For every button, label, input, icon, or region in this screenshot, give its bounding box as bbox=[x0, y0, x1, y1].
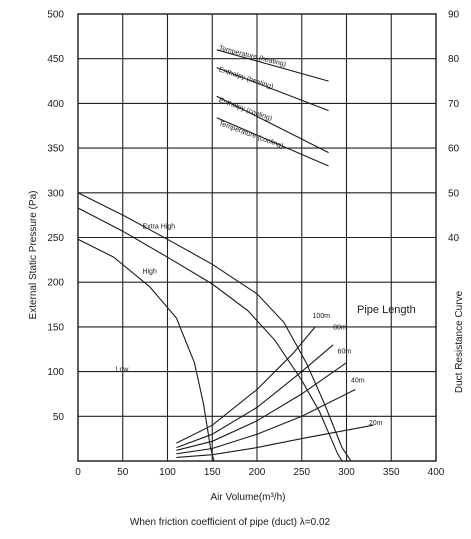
x-tick-label: 0 bbox=[75, 467, 81, 478]
duct-curve bbox=[176, 424, 374, 458]
grid bbox=[78, 14, 436, 461]
y-axis-title: External Static Pressure (Pa) bbox=[28, 191, 39, 320]
x-tick-label: 400 bbox=[428, 467, 445, 478]
duct-curve bbox=[176, 326, 316, 444]
y2-tick-label: 70 bbox=[448, 99, 460, 110]
plot-frame bbox=[77, 13, 437, 462]
fan-label: High bbox=[142, 268, 157, 275]
heat-line-curve bbox=[216, 95, 329, 154]
legend-title: Pipe Length bbox=[357, 304, 416, 316]
duct-curve bbox=[176, 344, 334, 449]
y-tick-label: 150 bbox=[47, 322, 64, 333]
y2-tick-label: 40 bbox=[448, 233, 460, 244]
x-tick-label: 150 bbox=[204, 467, 221, 478]
duct-curve bbox=[176, 389, 356, 455]
x-axis-title: Air Volume(m³/h) bbox=[210, 492, 285, 503]
tick-labels: 0 50 100 150 200 250 300 350 400 50 100 150 200 250 30… bbox=[47, 10, 459, 479]
y-tick-label: 450 bbox=[47, 54, 64, 65]
duct-label: 20m bbox=[369, 420, 383, 427]
x-tick-label: 350 bbox=[383, 467, 400, 478]
fan-label: Low bbox=[116, 367, 130, 374]
secondary-y-axis-title: Duct Resistance Curve bbox=[454, 290, 465, 393]
y-tick-label: 350 bbox=[47, 144, 64, 155]
heat-line-curve bbox=[216, 117, 329, 167]
x-tick-label: 300 bbox=[338, 467, 355, 478]
heat-line-label: Enthalpy (cooling) bbox=[218, 97, 273, 123]
fan-curve bbox=[77, 207, 343, 462]
x-tick-label: 50 bbox=[117, 467, 129, 478]
y-tick-label: 400 bbox=[47, 99, 64, 110]
duct-label: 40m bbox=[351, 377, 365, 384]
heat-line-curve bbox=[216, 67, 329, 112]
fan-curve bbox=[77, 238, 215, 462]
fan-curve bbox=[77, 192, 352, 462]
footnote: When friction coefficient of pipe (duct)… bbox=[130, 517, 331, 528]
y-tick-label: 50 bbox=[53, 412, 65, 423]
y2-tick-label: 50 bbox=[448, 188, 460, 199]
x-tick-label: 200 bbox=[249, 467, 266, 478]
curves bbox=[77, 49, 374, 462]
y-tick-label: 300 bbox=[47, 188, 64, 199]
x-tick-label: 100 bbox=[159, 467, 176, 478]
duct-label: 100m bbox=[312, 313, 330, 320]
fan-label: Extra High bbox=[142, 224, 175, 231]
x-tick-label: 250 bbox=[293, 467, 310, 478]
y2-tick-label: 80 bbox=[448, 54, 460, 65]
heat-line-label: Temperature (heating) bbox=[218, 45, 287, 68]
y2-tick-label: 60 bbox=[448, 144, 460, 155]
heat-line-label: Enthalpy (heating) bbox=[218, 66, 274, 90]
duct-label: 60m bbox=[338, 349, 352, 356]
heat-line-curve bbox=[216, 49, 329, 82]
duct-curve bbox=[176, 362, 347, 451]
y-tick-label: 200 bbox=[47, 278, 64, 289]
duct-label: 80m bbox=[333, 325, 347, 332]
y-tick-label: 100 bbox=[47, 367, 64, 378]
y2-tick-label: 90 bbox=[448, 10, 460, 21]
y-tick-label: 500 bbox=[47, 10, 64, 21]
y-tick-label: 250 bbox=[47, 233, 64, 244]
